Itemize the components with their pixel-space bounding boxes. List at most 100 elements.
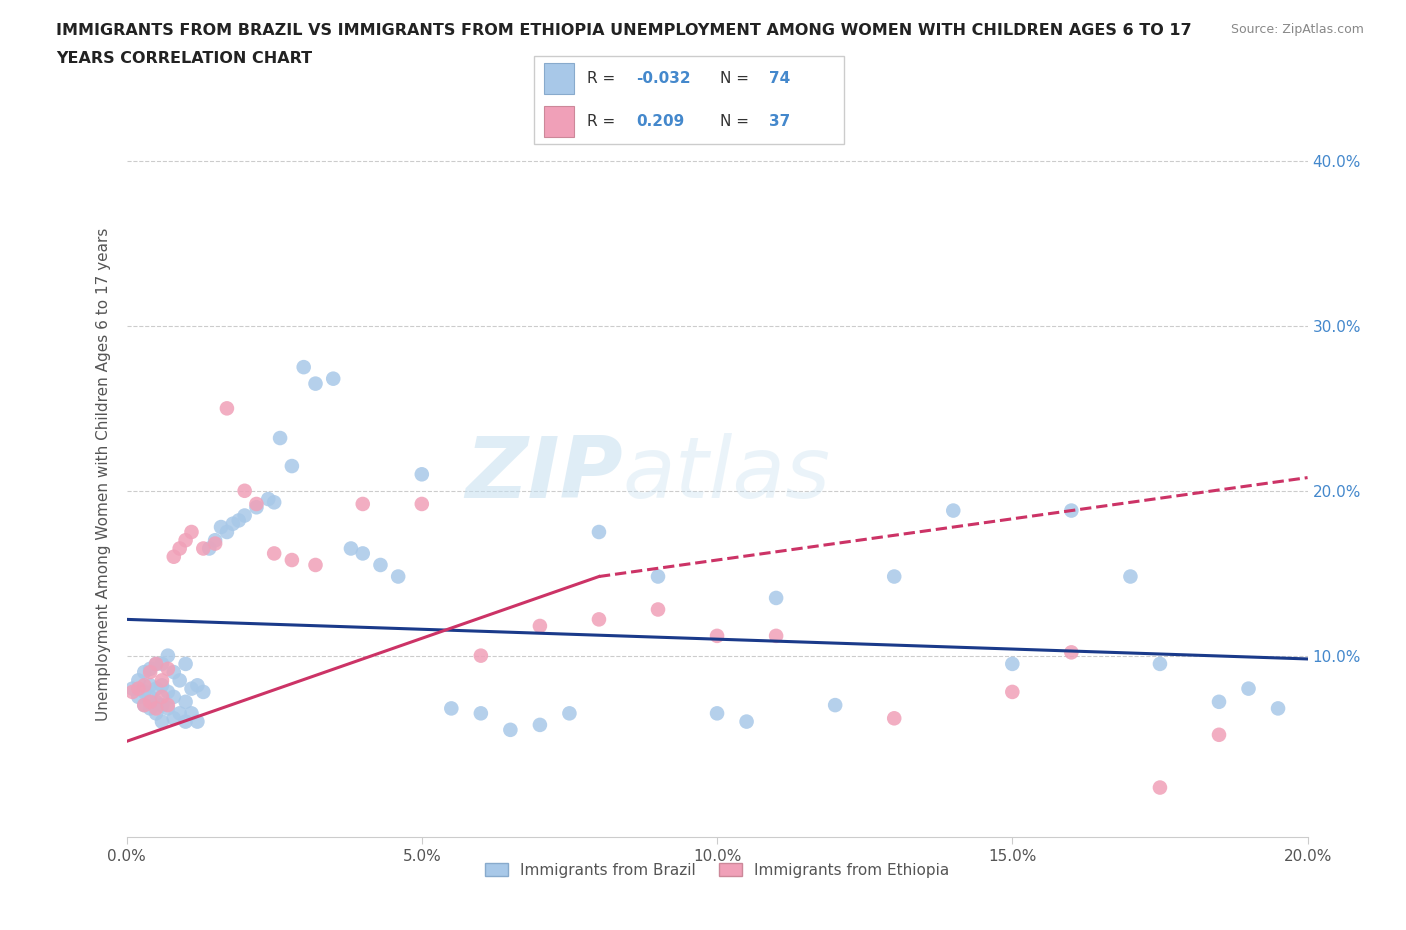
Point: [134, 678, 156, 693]
Point: [145, 701, 167, 716]
Point: [824, 698, 846, 712]
Point: [765, 629, 787, 644]
Point: [139, 701, 162, 716]
Point: [281, 458, 304, 473]
Point: [198, 541, 221, 556]
Point: [145, 706, 167, 721]
Point: [156, 661, 179, 676]
Point: [134, 684, 156, 699]
Point: [150, 673, 173, 688]
Point: [440, 701, 463, 716]
Legend: Immigrants from Brazil, Immigrants from Ethiopia: Immigrants from Brazil, Immigrants from …: [479, 857, 955, 884]
Point: [281, 552, 304, 567]
Point: [163, 711, 186, 725]
Y-axis label: Unemployment Among Women with Children Ages 6 to 17 years: Unemployment Among Women with Children A…: [96, 228, 111, 721]
Point: [156, 701, 179, 716]
Point: [292, 360, 315, 375]
Point: [169, 541, 191, 556]
Point: [139, 678, 162, 693]
Point: [174, 657, 197, 671]
Point: [1060, 503, 1083, 518]
Point: [558, 706, 581, 721]
Point: [263, 546, 285, 561]
Point: [134, 698, 156, 712]
Point: [352, 546, 374, 561]
Point: [150, 714, 173, 729]
Point: [706, 706, 728, 721]
Point: [186, 678, 208, 693]
Point: [180, 681, 202, 696]
Point: [529, 618, 551, 633]
Point: [647, 602, 669, 617]
Point: [174, 714, 197, 729]
Point: [150, 678, 173, 693]
Text: 0.209: 0.209: [637, 114, 685, 129]
Point: [134, 665, 156, 680]
Point: [1001, 684, 1024, 699]
Point: [735, 714, 758, 729]
Point: [1119, 569, 1142, 584]
Point: [228, 513, 250, 528]
Point: [193, 541, 215, 556]
Point: [215, 525, 238, 539]
Point: [150, 657, 173, 671]
Point: [150, 689, 173, 704]
Point: [1208, 695, 1230, 710]
Point: [304, 376, 326, 391]
Point: [209, 520, 232, 535]
Point: [139, 665, 162, 680]
Point: [883, 711, 905, 725]
Point: [215, 401, 238, 416]
Text: ZIP: ZIP: [465, 432, 623, 516]
Point: [139, 689, 162, 704]
Point: [942, 503, 965, 518]
Point: [145, 657, 167, 671]
Point: [304, 558, 326, 573]
FancyBboxPatch shape: [544, 63, 575, 94]
Point: [245, 499, 267, 514]
Point: [411, 497, 433, 512]
Point: [169, 673, 191, 688]
Text: R =: R =: [586, 114, 620, 129]
Point: [186, 714, 208, 729]
Point: [257, 492, 280, 507]
Text: Source: ZipAtlas.com: Source: ZipAtlas.com: [1230, 23, 1364, 36]
Point: [169, 706, 191, 721]
Point: [1001, 657, 1024, 671]
Point: [263, 495, 285, 510]
Point: [145, 657, 167, 671]
FancyBboxPatch shape: [544, 106, 575, 137]
Point: [245, 497, 267, 512]
Point: [322, 371, 344, 386]
Point: [387, 569, 409, 584]
Point: [174, 695, 197, 710]
Point: [150, 698, 173, 712]
Point: [145, 695, 167, 710]
Point: [233, 484, 256, 498]
Text: atlas: atlas: [623, 432, 831, 516]
Point: [470, 648, 492, 663]
Point: [145, 681, 167, 696]
Point: [121, 681, 143, 696]
Point: [163, 550, 186, 565]
FancyBboxPatch shape: [534, 56, 844, 144]
Point: [156, 648, 179, 663]
Point: [222, 516, 245, 531]
Point: [193, 684, 215, 699]
Point: [1149, 657, 1171, 671]
Point: [529, 717, 551, 732]
Point: [180, 706, 202, 721]
Point: [163, 665, 186, 680]
Point: [127, 673, 149, 688]
Point: [1267, 701, 1289, 716]
Point: [706, 629, 728, 644]
Text: R =: R =: [586, 71, 620, 86]
Point: [411, 467, 433, 482]
Point: [204, 533, 226, 548]
Point: [127, 681, 149, 696]
Point: [883, 569, 905, 584]
Point: [1237, 681, 1260, 696]
Point: [588, 612, 610, 627]
Text: N =: N =: [720, 71, 754, 86]
Point: [1060, 644, 1083, 659]
